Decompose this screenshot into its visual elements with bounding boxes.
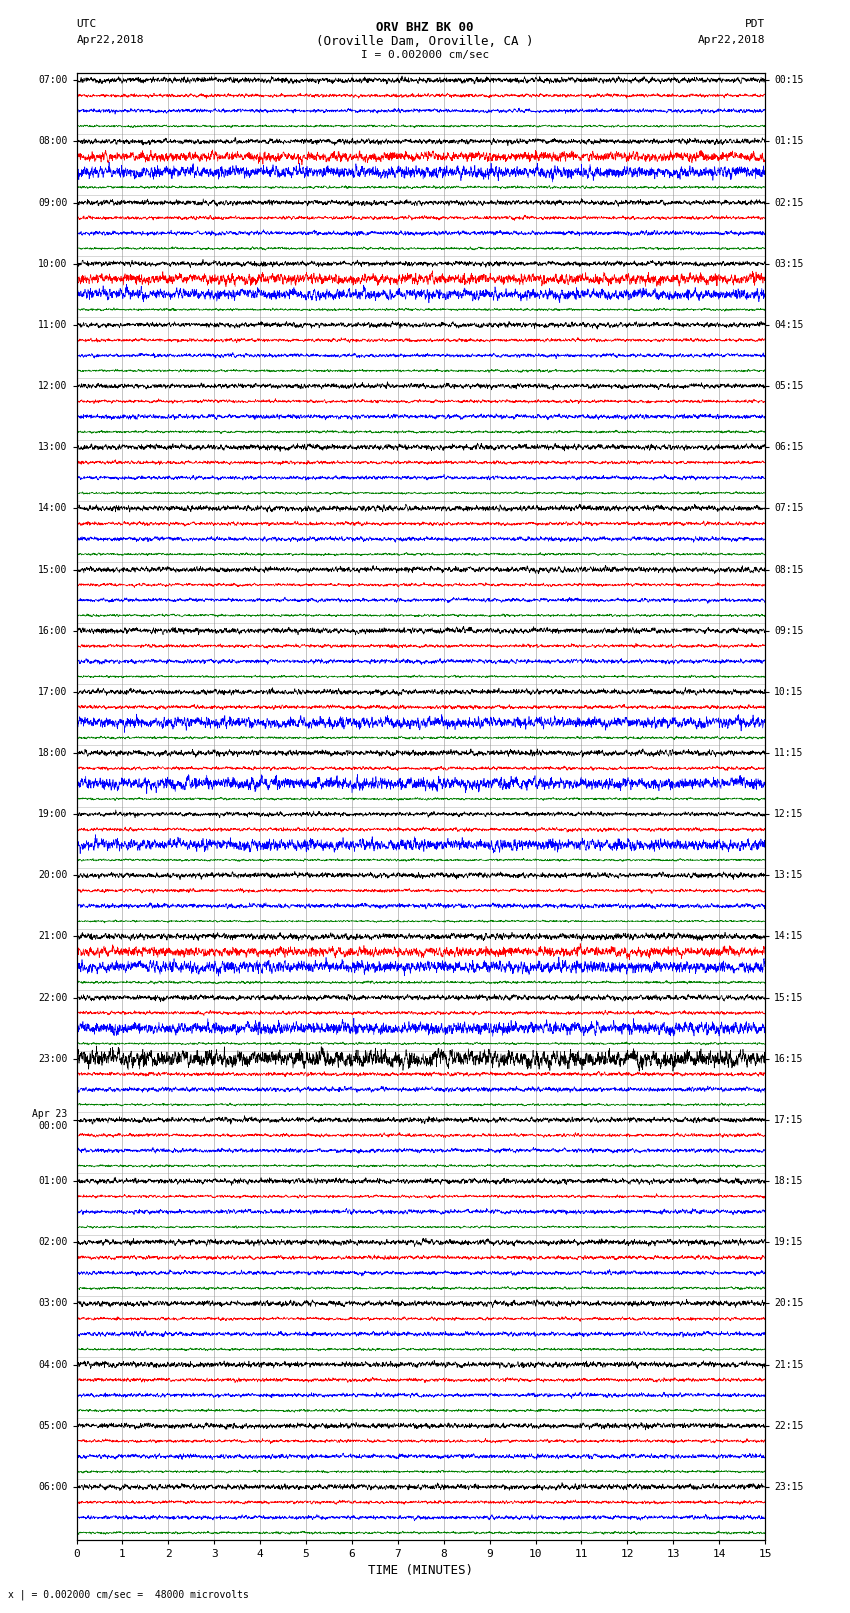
X-axis label: TIME (MINUTES): TIME (MINUTES) xyxy=(368,1563,473,1576)
Text: UTC: UTC xyxy=(76,19,97,29)
Text: Apr22,2018: Apr22,2018 xyxy=(698,35,765,45)
Text: (Oroville Dam, Oroville, CA ): (Oroville Dam, Oroville, CA ) xyxy=(316,35,534,48)
Text: Apr22,2018: Apr22,2018 xyxy=(76,35,144,45)
Text: I = 0.002000 cm/sec: I = 0.002000 cm/sec xyxy=(361,50,489,60)
Text: x | = 0.002000 cm/sec =  48000 microvolts: x | = 0.002000 cm/sec = 48000 microvolts xyxy=(8,1589,249,1600)
Text: PDT: PDT xyxy=(745,19,765,29)
Text: ORV BHZ BK 00: ORV BHZ BK 00 xyxy=(377,21,473,34)
